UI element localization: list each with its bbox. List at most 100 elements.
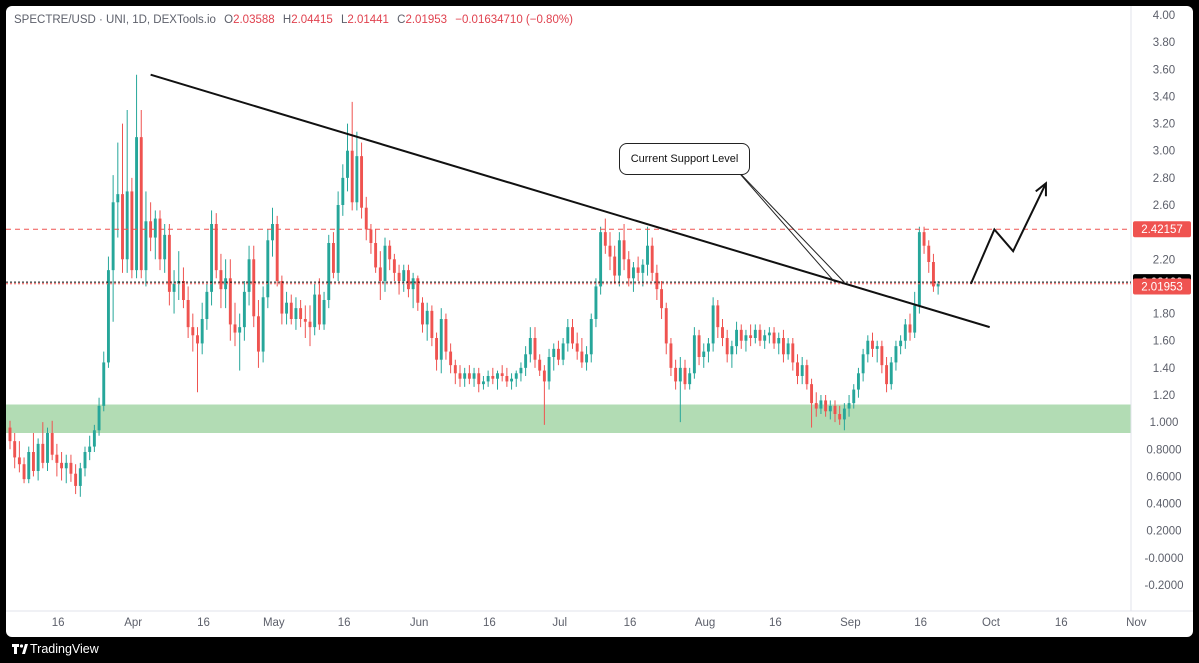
x-tick-label: Oct [982, 617, 1001, 629]
candle [697, 329, 701, 366]
candle-body [88, 446, 92, 452]
candle [552, 343, 556, 371]
open-value: 2.03588 [233, 14, 275, 26]
candle [721, 319, 724, 347]
high-label: H [282, 14, 292, 26]
candle-body [271, 224, 274, 241]
candle [467, 365, 471, 385]
candle [121, 123, 124, 273]
candle [313, 283, 317, 336]
candle [172, 270, 176, 314]
candle-body [294, 308, 298, 319]
candle [289, 294, 293, 325]
candle [444, 313, 448, 360]
candle-body [233, 324, 237, 333]
candle-body [449, 351, 453, 366]
candle-body [322, 300, 326, 325]
y-tick-label: 3.80 [1153, 37, 1175, 49]
candle-body [524, 354, 528, 368]
candle-body [519, 367, 523, 374]
candle-body [655, 272, 659, 290]
candle [252, 245, 256, 328]
y-tick-label: 2.80 [1153, 173, 1175, 185]
y-tick-label: 3.20 [1153, 119, 1175, 131]
candle-body [861, 354, 865, 374]
candle-body [603, 232, 607, 246]
candle [575, 332, 579, 360]
candle-body [547, 357, 551, 382]
candle-body [856, 373, 860, 390]
candle-body [927, 245, 931, 262]
candle-body [214, 224, 218, 271]
candle-body [8, 427, 12, 442]
last-close-tag-text: 2.01953 [1141, 281, 1183, 293]
change-value: −0.01634710 (−0.80%) [455, 14, 573, 26]
candle-body [27, 452, 31, 480]
candle [322, 291, 326, 330]
candle-body [350, 150, 354, 203]
candle-body [819, 400, 823, 409]
candle [177, 251, 181, 300]
candle-body [106, 270, 110, 363]
candle-body [585, 354, 589, 363]
candle [856, 367, 860, 398]
candle [280, 275, 284, 325]
support-zone [6, 404, 1131, 433]
candle [585, 346, 589, 371]
candle [355, 131, 359, 211]
candle [749, 324, 753, 347]
x-tick-label: Jul [552, 617, 567, 629]
candle-body [369, 229, 373, 243]
candle [496, 370, 499, 390]
candle-body [406, 270, 410, 290]
candle-body [805, 365, 809, 385]
support-callout: Current Support Level [619, 143, 750, 175]
candle-body [646, 245, 649, 265]
candle [580, 338, 584, 368]
candle [41, 422, 45, 469]
candle-body [472, 373, 476, 379]
candle [524, 346, 528, 376]
candle-body [763, 335, 767, 341]
candle-body [566, 327, 570, 344]
candle [913, 291, 917, 338]
candle [561, 338, 565, 366]
candle [425, 302, 429, 341]
y-tick-label: 1.60 [1153, 336, 1175, 348]
candle-body [163, 234, 167, 260]
candle [842, 403, 846, 431]
x-tick-label: 16 [1055, 617, 1068, 629]
candle [186, 286, 190, 338]
candle-body [749, 335, 753, 338]
candle-body [496, 373, 499, 379]
candle [430, 305, 434, 347]
resistance-price-tag-box [1133, 221, 1191, 238]
candle-body [341, 177, 345, 205]
candle [917, 226, 921, 314]
resistance-price-tag-text: 2.42157 [1141, 224, 1183, 236]
callout-pointer [733, 166, 845, 283]
y-tick-label: 4.00 [1153, 10, 1175, 22]
candle [472, 367, 476, 387]
candle [885, 357, 889, 393]
candle-body [266, 240, 270, 298]
candle [514, 370, 518, 387]
candle [17, 441, 21, 473]
candle [214, 213, 218, 279]
candle-body [528, 338, 532, 355]
candle [92, 424, 96, 452]
candle-body [411, 278, 415, 290]
candle-body [580, 351, 584, 363]
candle [31, 433, 35, 477]
y-tick-label: -0.0000 [1144, 553, 1183, 565]
candle-body [510, 378, 514, 382]
candle-body [172, 283, 176, 292]
candle [416, 275, 420, 311]
candle-body [880, 346, 884, 366]
candle-body [22, 464, 26, 480]
y-tick-label: 0.6000 [1146, 471, 1181, 483]
candle-body [285, 302, 289, 314]
candle [824, 395, 828, 417]
candle-body [735, 329, 739, 347]
candlestick-chart[interactable]: 4.003.803.603.403.203.002.802.602.402.20… [6, 6, 1193, 637]
